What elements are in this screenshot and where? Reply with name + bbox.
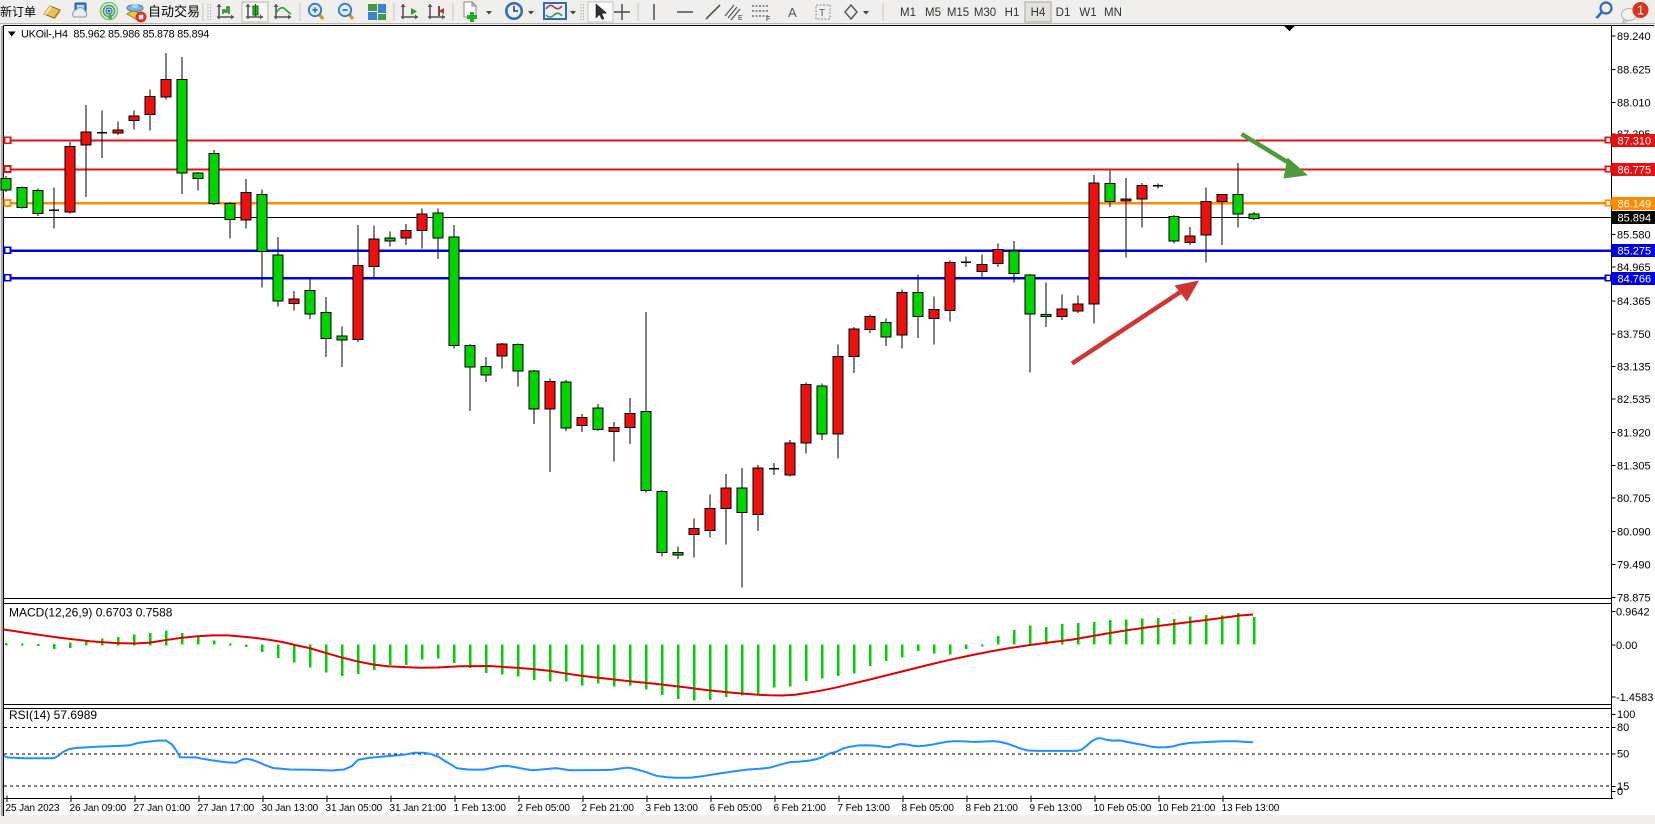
svg-text:26 Jan 09:00: 26 Jan 09:00 — [70, 803, 127, 814]
svg-text:81.305: 81.305 — [1617, 460, 1651, 472]
svg-text:100: 100 — [1617, 709, 1635, 721]
svg-text:MACD(12,26,9) 0.6703 0.7588: MACD(12,26,9) 0.6703 0.7588 — [9, 606, 173, 620]
svg-text:新订单: 新订单 — [0, 4, 36, 19]
svg-text:H1: H1 — [1005, 7, 1020, 19]
svg-text:7 Feb 13:00: 7 Feb 13:00 — [838, 803, 891, 814]
svg-text:0.00: 0.00 — [1616, 640, 1637, 652]
svg-text:31 Jan 21:00: 31 Jan 21:00 — [390, 803, 447, 814]
svg-text:84.766: 84.766 — [1618, 273, 1652, 285]
svg-text:83.135: 83.135 — [1617, 362, 1651, 374]
svg-text:MN: MN — [1104, 7, 1122, 19]
svg-text:85.894: 85.894 — [1618, 213, 1652, 225]
svg-text:1 Feb 13:00: 1 Feb 13:00 — [454, 803, 507, 814]
svg-text:M1: M1 — [900, 7, 916, 19]
svg-text:85.580: 85.580 — [1617, 230, 1651, 242]
svg-text:M15: M15 — [947, 7, 969, 19]
svg-text:86.149: 86.149 — [1618, 199, 1652, 211]
svg-text:78.875: 78.875 — [1617, 592, 1651, 604]
svg-text:3 Feb 13:00: 3 Feb 13:00 — [646, 803, 699, 814]
svg-text:8 Feb 21:00: 8 Feb 21:00 — [966, 803, 1019, 814]
svg-text:30 Jan 13:00: 30 Jan 13:00 — [262, 803, 319, 814]
svg-text:E: E — [738, 15, 743, 22]
svg-text:自动交易: 自动交易 — [148, 4, 200, 19]
svg-text:2 Feb 21:00: 2 Feb 21:00 — [582, 803, 635, 814]
svg-text:F: F — [766, 16, 770, 23]
svg-text:84.365: 84.365 — [1617, 296, 1651, 308]
svg-text:88.625: 88.625 — [1617, 65, 1651, 77]
svg-text:87.310: 87.310 — [1618, 136, 1652, 148]
svg-text:2 Feb 05:00: 2 Feb 05:00 — [518, 803, 571, 814]
svg-text:84.965: 84.965 — [1617, 262, 1651, 274]
svg-text:15: 15 — [1617, 781, 1629, 793]
svg-text:UKOil-,H4 85.962 85.986 85.87: UKOil-,H4 85.962 85.986 85.878 85.894 — [21, 29, 209, 41]
svg-text:10 Feb 05:00: 10 Feb 05:00 — [1094, 803, 1152, 814]
svg-text:8 Feb 05:00: 8 Feb 05:00 — [902, 803, 955, 814]
svg-text:27 Jan 17:00: 27 Jan 17:00 — [198, 803, 255, 814]
svg-text:80.090: 80.090 — [1617, 527, 1651, 539]
svg-text:27 Jan 01:00: 27 Jan 01:00 — [134, 803, 191, 814]
svg-text:10 Feb 21:00: 10 Feb 21:00 — [1158, 803, 1216, 814]
svg-text:1: 1 — [1637, 4, 1644, 18]
svg-text:W1: W1 — [1079, 7, 1096, 19]
svg-text:13 Feb 13:00: 13 Feb 13:00 — [1222, 803, 1280, 814]
svg-text:80.705: 80.705 — [1617, 493, 1651, 505]
svg-text:T: T — [819, 8, 825, 19]
svg-text:D1: D1 — [1056, 7, 1071, 19]
svg-text:86.775: 86.775 — [1618, 165, 1652, 177]
svg-text:82.535: 82.535 — [1617, 394, 1651, 406]
svg-text:81.920: 81.920 — [1617, 428, 1651, 440]
svg-text:0: 0 — [1617, 786, 1623, 798]
svg-text:89.240: 89.240 — [1617, 31, 1651, 43]
svg-text:83.750: 83.750 — [1617, 329, 1651, 341]
svg-text:50: 50 — [1617, 748, 1629, 760]
svg-text:M30: M30 — [974, 7, 996, 19]
svg-text:A: A — [788, 5, 797, 20]
svg-text:79.490: 79.490 — [1617, 559, 1651, 571]
svg-text:88.010: 88.010 — [1617, 98, 1651, 110]
svg-text:-1.4583: -1.4583 — [1616, 692, 1653, 704]
svg-text:0.9642: 0.9642 — [1616, 607, 1650, 619]
svg-text:RSI(14) 57.6989: RSI(14) 57.6989 — [9, 708, 97, 722]
svg-text:31 Jan 05:00: 31 Jan 05:00 — [326, 803, 383, 814]
svg-text:80: 80 — [1617, 722, 1629, 734]
svg-text:6 Feb 21:00: 6 Feb 21:00 — [774, 803, 827, 814]
svg-text:25 Jan 2023: 25 Jan 2023 — [6, 803, 60, 814]
svg-text:6 Feb 05:00: 6 Feb 05:00 — [710, 803, 763, 814]
svg-text:85.275: 85.275 — [1618, 246, 1652, 258]
svg-text:M5: M5 — [925, 7, 941, 19]
svg-text:9 Feb 13:00: 9 Feb 13:00 — [1030, 803, 1083, 814]
svg-text:H4: H4 — [1031, 7, 1046, 19]
